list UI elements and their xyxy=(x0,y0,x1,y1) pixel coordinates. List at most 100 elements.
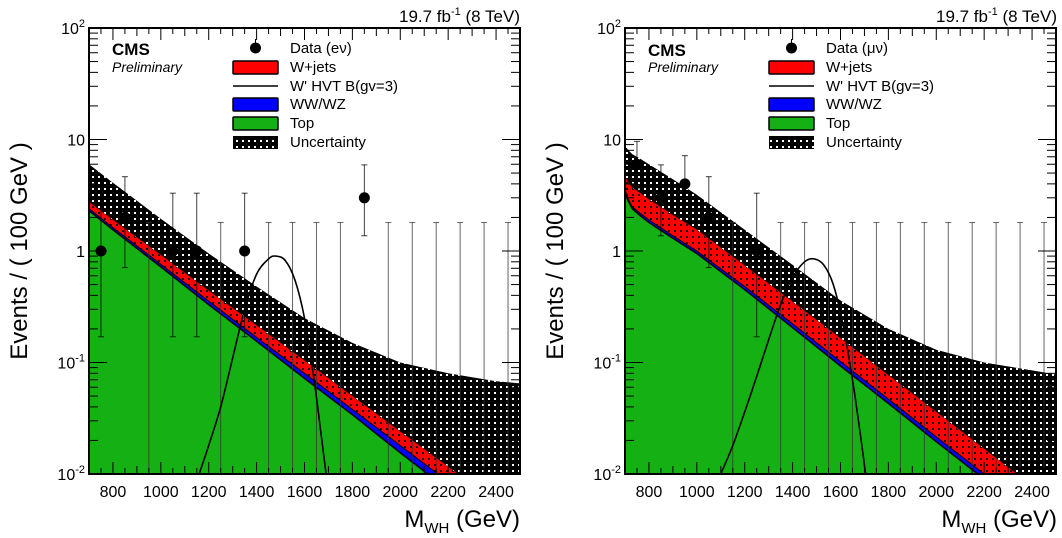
legend-swatch xyxy=(768,97,815,112)
y-tick-base: 10 xyxy=(593,467,611,484)
signal-curve xyxy=(198,255,327,474)
legend-label: Uncertainty xyxy=(290,134,366,151)
lumi-label: 19.7 fb-1 (8 TeV) xyxy=(936,6,1057,26)
x-tick-label: 1800 xyxy=(871,484,907,501)
x-tick-label: 1400 xyxy=(775,484,811,501)
clipped-plot xyxy=(89,164,520,474)
data-point xyxy=(655,192,667,204)
y-tick-base: 10 xyxy=(57,356,75,373)
y-tick-label: 102 xyxy=(597,18,621,38)
clipped-plot xyxy=(625,140,1056,474)
y-tick-label: 10-1 xyxy=(593,353,621,373)
legend-label: W+jets xyxy=(826,59,872,76)
legend-label: Data (μν) xyxy=(826,40,888,57)
uncertainty-band-overlap xyxy=(89,202,458,474)
uncertainty-band-overlap xyxy=(625,176,1017,474)
y-tick-label: 102 xyxy=(61,18,85,38)
y-axis-label: Events / ( 100 GeV ) xyxy=(542,142,569,359)
x-tick-label: 1000 xyxy=(679,484,715,501)
legend-swatch xyxy=(768,116,815,131)
x-tick-label: 1000 xyxy=(143,484,179,501)
data-point xyxy=(751,245,763,257)
x-tick-label: 2400 xyxy=(478,484,514,501)
y-tick-base: 10 xyxy=(67,133,85,150)
wwwz-outline xyxy=(625,188,986,474)
legend-label: Top xyxy=(826,115,850,132)
y-tick-base: 1 xyxy=(76,244,85,261)
data-point xyxy=(191,245,203,257)
legend-marker xyxy=(786,42,797,54)
plot-area: 800 1000 1200 1400 1600 1800 2000 2200 240010-21… xyxy=(593,18,1057,501)
x-axis-label: MWH (GeV) xyxy=(404,506,520,537)
data-point xyxy=(239,245,251,257)
legend-label: Uncertainty xyxy=(826,134,902,151)
x-tick-label: 1200 xyxy=(727,484,763,501)
legend-swatch xyxy=(232,116,279,131)
y-tick-label: 10-1 xyxy=(57,353,85,373)
y-tick-label: 1 xyxy=(612,244,621,261)
y-tick-exponent: -1 xyxy=(75,353,85,365)
y-tick-base: 10 xyxy=(593,356,611,373)
plot-area: 800 1000 1200 1400 1600 1800 2000 2200 240010-21… xyxy=(57,18,521,501)
y-tick-label: 10 xyxy=(67,133,85,150)
x-tick-label: 2000 xyxy=(918,484,954,501)
x-tick-label: 1200 xyxy=(191,484,227,501)
legend-hatch xyxy=(233,136,278,149)
x-tick-label: 800 xyxy=(100,484,127,501)
y-tick-base: 10 xyxy=(61,21,79,38)
x-tick-label: 1400 xyxy=(239,484,275,501)
legend-label: W' HVT B(gv=3) xyxy=(826,78,934,95)
preliminary-label: Preliminary xyxy=(648,59,719,75)
legend-label: Top xyxy=(290,115,314,132)
legend-label: WW/WZ xyxy=(826,96,882,113)
top-outline xyxy=(89,210,429,474)
y-tick-label: 10-2 xyxy=(57,464,85,484)
y-tick-label: 1 xyxy=(76,244,85,261)
y-tick-base: 10 xyxy=(603,133,621,150)
x-tick-label: 1600 xyxy=(823,484,859,501)
preliminary-label: Preliminary xyxy=(112,59,183,75)
y-tick-exponent: 2 xyxy=(79,18,85,30)
legend-label: WW/WZ xyxy=(290,96,346,113)
legend-hatch xyxy=(769,136,814,149)
cms-label: CMS xyxy=(648,41,686,60)
data-point xyxy=(167,245,179,257)
panel-electron: 800 1000 1200 1400 1600 1800 2000 2200 240010-21… xyxy=(6,6,521,537)
data-point xyxy=(703,211,715,223)
x-tick-label: 2000 xyxy=(382,484,418,501)
y-axis-label: Events / ( 100 GeV ) xyxy=(6,142,33,359)
y-tick-exponent: -2 xyxy=(75,464,85,476)
y-tick-base: 10 xyxy=(597,21,615,38)
legend-swatch xyxy=(768,60,815,75)
y-tick-label: 10-2 xyxy=(593,464,621,484)
y-tick-exponent: 2 xyxy=(615,18,621,30)
y-tick-base: 1 xyxy=(612,244,621,261)
legend-marker xyxy=(250,42,261,54)
top-area xyxy=(625,190,978,474)
cms-label: CMS xyxy=(112,40,150,59)
signal-curve xyxy=(720,257,867,474)
x-tick-label: 2200 xyxy=(966,484,1002,501)
lumi-label: 19.7 fb-1 (8 TeV) xyxy=(399,6,520,26)
legend-label: W' HVT B(gv=3) xyxy=(290,78,398,95)
data-point xyxy=(119,211,131,223)
y-tick-exponent: -1 xyxy=(611,353,621,365)
data-point xyxy=(358,192,370,204)
data-point xyxy=(679,178,691,190)
x-axis-label: MWH (GeV) xyxy=(941,506,1057,537)
wwwz-outline xyxy=(89,208,439,474)
panel-muon: 800 1000 1200 1400 1600 1800 2000 2200 240010-21… xyxy=(542,6,1057,537)
top-outline xyxy=(625,190,979,474)
legend: Data (μν) W+jets W' HVT B(gv=3)WW/WZ Top Unc… xyxy=(768,39,934,151)
y-tick-base: 10 xyxy=(57,467,75,484)
legend-swatch xyxy=(232,97,279,112)
legend-label: W+jets xyxy=(290,59,336,76)
x-tick-label: 1800 xyxy=(335,484,371,501)
x-tick-label: 2400 xyxy=(1014,484,1050,501)
legend-label: Data (eν) xyxy=(290,40,352,57)
y-tick-label: 10 xyxy=(603,133,621,150)
x-tick-label: 2200 xyxy=(430,484,466,501)
legend-swatch xyxy=(232,60,279,75)
legend: Data (eν) W+jets W' HVT B(gv=3)WW/WZ Top Unc… xyxy=(232,39,398,151)
